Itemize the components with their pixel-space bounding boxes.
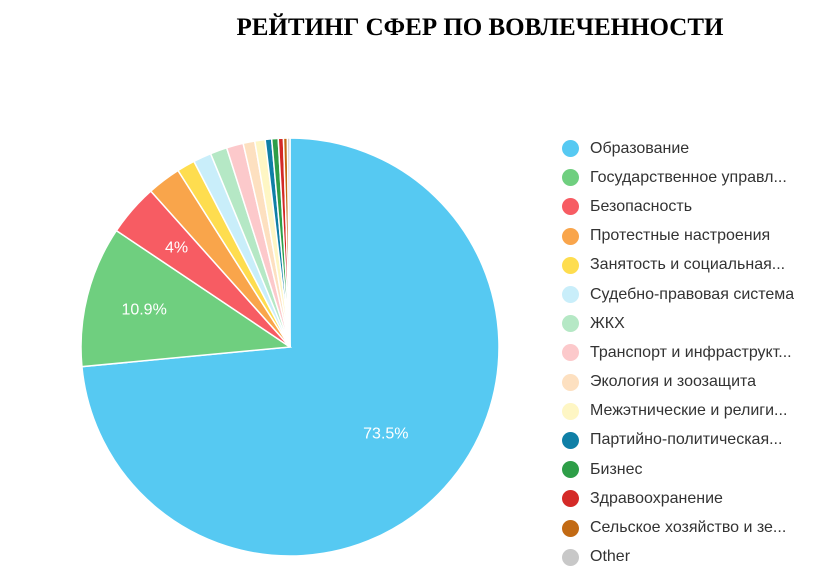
legend-label: Транспорт и инфраструкт...	[590, 343, 792, 361]
slice-data-label: 4%	[165, 239, 188, 256]
legend-label: ЖКХ	[590, 314, 625, 332]
legend-swatch	[562, 198, 579, 216]
legend-item[interactable]: Судебно-правовая система	[558, 280, 835, 309]
pie-slice	[286, 137, 291, 348]
legend-swatch	[562, 140, 579, 158]
legend-item[interactable]: Безопасность	[558, 192, 835, 221]
legend-item[interactable]: Государственное управл...	[558, 163, 835, 192]
legend-swatch	[562, 519, 579, 537]
legend-label: Other	[590, 548, 631, 566]
legend-swatch	[562, 169, 579, 187]
slice-data-label: 10.9%	[121, 301, 166, 318]
legend-swatch	[562, 286, 579, 304]
legend-label: Протестные настроения	[590, 227, 771, 245]
legend-swatch	[562, 227, 579, 245]
legend-label: Судебно-правовая система	[590, 285, 795, 303]
legend-label: Экология и зоозащита	[590, 373, 757, 391]
legend-label: Сельское хозяйство и зе...	[590, 519, 787, 537]
legend-item[interactable]: Other	[558, 543, 835, 572]
legend-label: Государственное управл...	[590, 168, 787, 186]
legend-swatch	[562, 461, 579, 479]
legend-item[interactable]: Протестные настроения	[558, 222, 835, 251]
pie-slices	[80, 137, 500, 557]
slice-data-label: 73.5%	[363, 425, 408, 442]
legend-item[interactable]: Здравоохранение	[558, 484, 835, 513]
pie-slice	[80, 229, 293, 368]
legend-swatch	[562, 344, 579, 362]
legend-label: Партийно-политическая...	[590, 431, 783, 449]
legend-item[interactable]: Сельское хозяйство и зе...	[558, 513, 835, 542]
legend-item[interactable]: Межэтнические и религи...	[558, 397, 835, 426]
legend-swatch	[562, 548, 579, 566]
legend-swatch	[562, 431, 579, 449]
legend-item[interactable]: Экология и зоозащита	[558, 368, 835, 397]
chart-title: РЕЙТИНГ СФЕР ПО ВОВЛЕЧЕННОСТИ	[236, 14, 724, 41]
legend: Образование Государственное управл... Безо…	[558, 134, 835, 572]
legend-label: Межэтнические и религи...	[590, 402, 788, 420]
pie-slice-labels: 73.5% 10.9% 4%	[121, 239, 408, 442]
legend-item[interactable]: Транспорт и инфраструкт...	[558, 338, 835, 367]
legend-label: Безопасность	[590, 197, 693, 215]
legend-label: Бизнес	[590, 460, 643, 478]
legend-label: Здравоохранение	[590, 489, 723, 507]
legend-swatch	[562, 373, 579, 391]
legend-item[interactable]: Партийно-политическая...	[558, 426, 835, 455]
legend-item[interactable]: ЖКХ	[558, 309, 835, 338]
legend-swatch	[562, 490, 579, 508]
legend-item[interactable]: Образование	[558, 134, 835, 163]
legend-swatch	[562, 402, 579, 420]
legend-label: Занятость и социальная...	[590, 256, 786, 274]
legend-item[interactable]: Занятость и социальная...	[558, 251, 835, 280]
legend-swatch	[562, 315, 579, 333]
legend-item[interactable]: Бизнес	[558, 455, 835, 484]
legend-swatch	[562, 256, 579, 274]
legend-label: Образование	[590, 139, 690, 157]
